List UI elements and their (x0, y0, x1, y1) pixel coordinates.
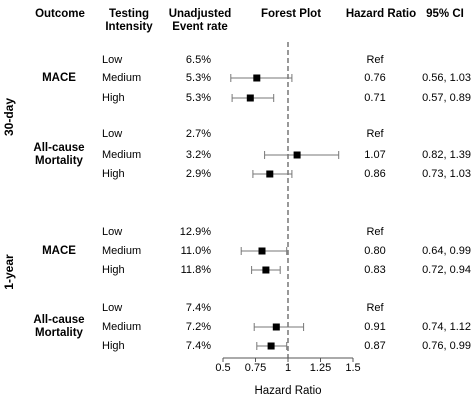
x-tick-label: 0.75 (244, 362, 267, 374)
intensity-cell: High (102, 340, 125, 352)
outcome-label: Mortality (35, 327, 83, 339)
header-outcome: Outcome (35, 8, 85, 20)
hazard-ratio-cell: 0.83 (364, 264, 386, 276)
ci-cell: 0.74, 1.12 (422, 321, 471, 333)
header-intensity-line1: Testing (108, 8, 150, 20)
hazard-ratio-cell: 0.80 (364, 245, 386, 257)
outcome-label: All-cause (33, 314, 85, 326)
x-tick-label: 1.25 (309, 362, 332, 374)
event-rate-cell: 2.9% (185, 168, 211, 180)
event-rate-cell: 2.7% (185, 128, 211, 140)
intensity-cell: High (102, 264, 125, 276)
ci-cell: 0.82, 1.39 (422, 149, 471, 161)
intensity-cell: Low (102, 302, 123, 314)
event-rate-cell: 5.3% (185, 92, 211, 104)
hazard-ratio-cell: 1.07 (364, 149, 386, 161)
event-rate-cell: 11.8% (180, 264, 211, 276)
header-intensity-line2: Intensity (105, 21, 153, 33)
event-rate-cell: 7.4% (185, 340, 211, 352)
point-estimate-marker (253, 74, 261, 82)
intensity-cell: Medium (102, 245, 142, 257)
intensity-cell: Low (102, 128, 123, 140)
point-estimate-marker (267, 342, 275, 350)
event-rate-cell: 11.0% (180, 245, 211, 257)
intensity-cell: Low (102, 226, 123, 238)
point-estimate-marker (272, 323, 280, 331)
event-rate-cell: 7.2% (185, 321, 211, 333)
event-rate-cell: 5.3% (185, 72, 211, 84)
intensity-cell: Medium (102, 72, 142, 84)
ci-cell: 0.57, 0.89 (422, 92, 471, 104)
x-tick-label: 0.5 (215, 362, 231, 374)
point-estimate-marker (246, 94, 254, 102)
x-tick-label: 1.5 (345, 362, 361, 374)
outcome-label: All-cause (33, 142, 85, 154)
hazard-ratio-cell: Ref (366, 226, 384, 238)
hazard-ratio-cell: Ref (366, 128, 384, 140)
outcome-label: MACE (42, 244, 76, 257)
hazard-ratio-cell: Ref (366, 302, 384, 314)
header-hazard-ratio: Hazard Ratio (345, 8, 417, 20)
outcome-label: MACE (42, 71, 76, 84)
ci-cell: 0.73, 1.03 (422, 168, 471, 180)
ci-cell: 0.56, 1.03 (422, 72, 471, 84)
hazard-ratio-cell: 0.91 (364, 321, 386, 333)
ci-cell: 0.72, 0.94 (422, 264, 471, 276)
point-estimate-marker (293, 151, 301, 159)
ci-cell: 0.64, 0.99 (422, 245, 471, 257)
hazard-ratio-cell: 0.76 (364, 72, 386, 84)
ci-cell: 0.76, 0.99 (422, 340, 471, 352)
header-forest-plot: Forest Plot (260, 8, 322, 20)
header-95-ci: 95% CI (426, 8, 464, 20)
intensity-cell: Medium (102, 149, 142, 161)
header-testing-intensity: Testing Intensity (98, 8, 160, 34)
intensity-cell: High (102, 168, 125, 180)
header-event-rate: Unadjusted Event rate (160, 8, 240, 34)
event-rate-cell: 7.4% (185, 302, 211, 314)
outcome-label: Mortality (35, 155, 83, 167)
header-rate-line2: Event rate (172, 21, 228, 33)
header-rate-line1: Unadjusted (168, 8, 232, 20)
intensity-cell: Medium (102, 321, 142, 333)
hazard-ratio-cell: Ref (366, 54, 384, 66)
x-axis-label: Hazard Ratio (254, 385, 322, 397)
event-rate-cell: 6.5% (185, 54, 211, 66)
point-estimate-marker (258, 247, 266, 255)
intensity-cell: High (102, 92, 125, 104)
hazard-ratio-cell: 0.87 (364, 340, 386, 352)
point-estimate-marker (262, 266, 270, 274)
event-rate-cell: 3.2% (185, 149, 211, 161)
event-rate-cell: 12.9% (179, 226, 211, 238)
point-estimate-marker (266, 170, 274, 178)
x-tick-label: 1 (284, 362, 292, 374)
hazard-ratio-cell: 0.71 (364, 92, 386, 104)
hazard-ratio-cell: 0.86 (364, 168, 386, 180)
intensity-cell: Low (102, 54, 123, 66)
